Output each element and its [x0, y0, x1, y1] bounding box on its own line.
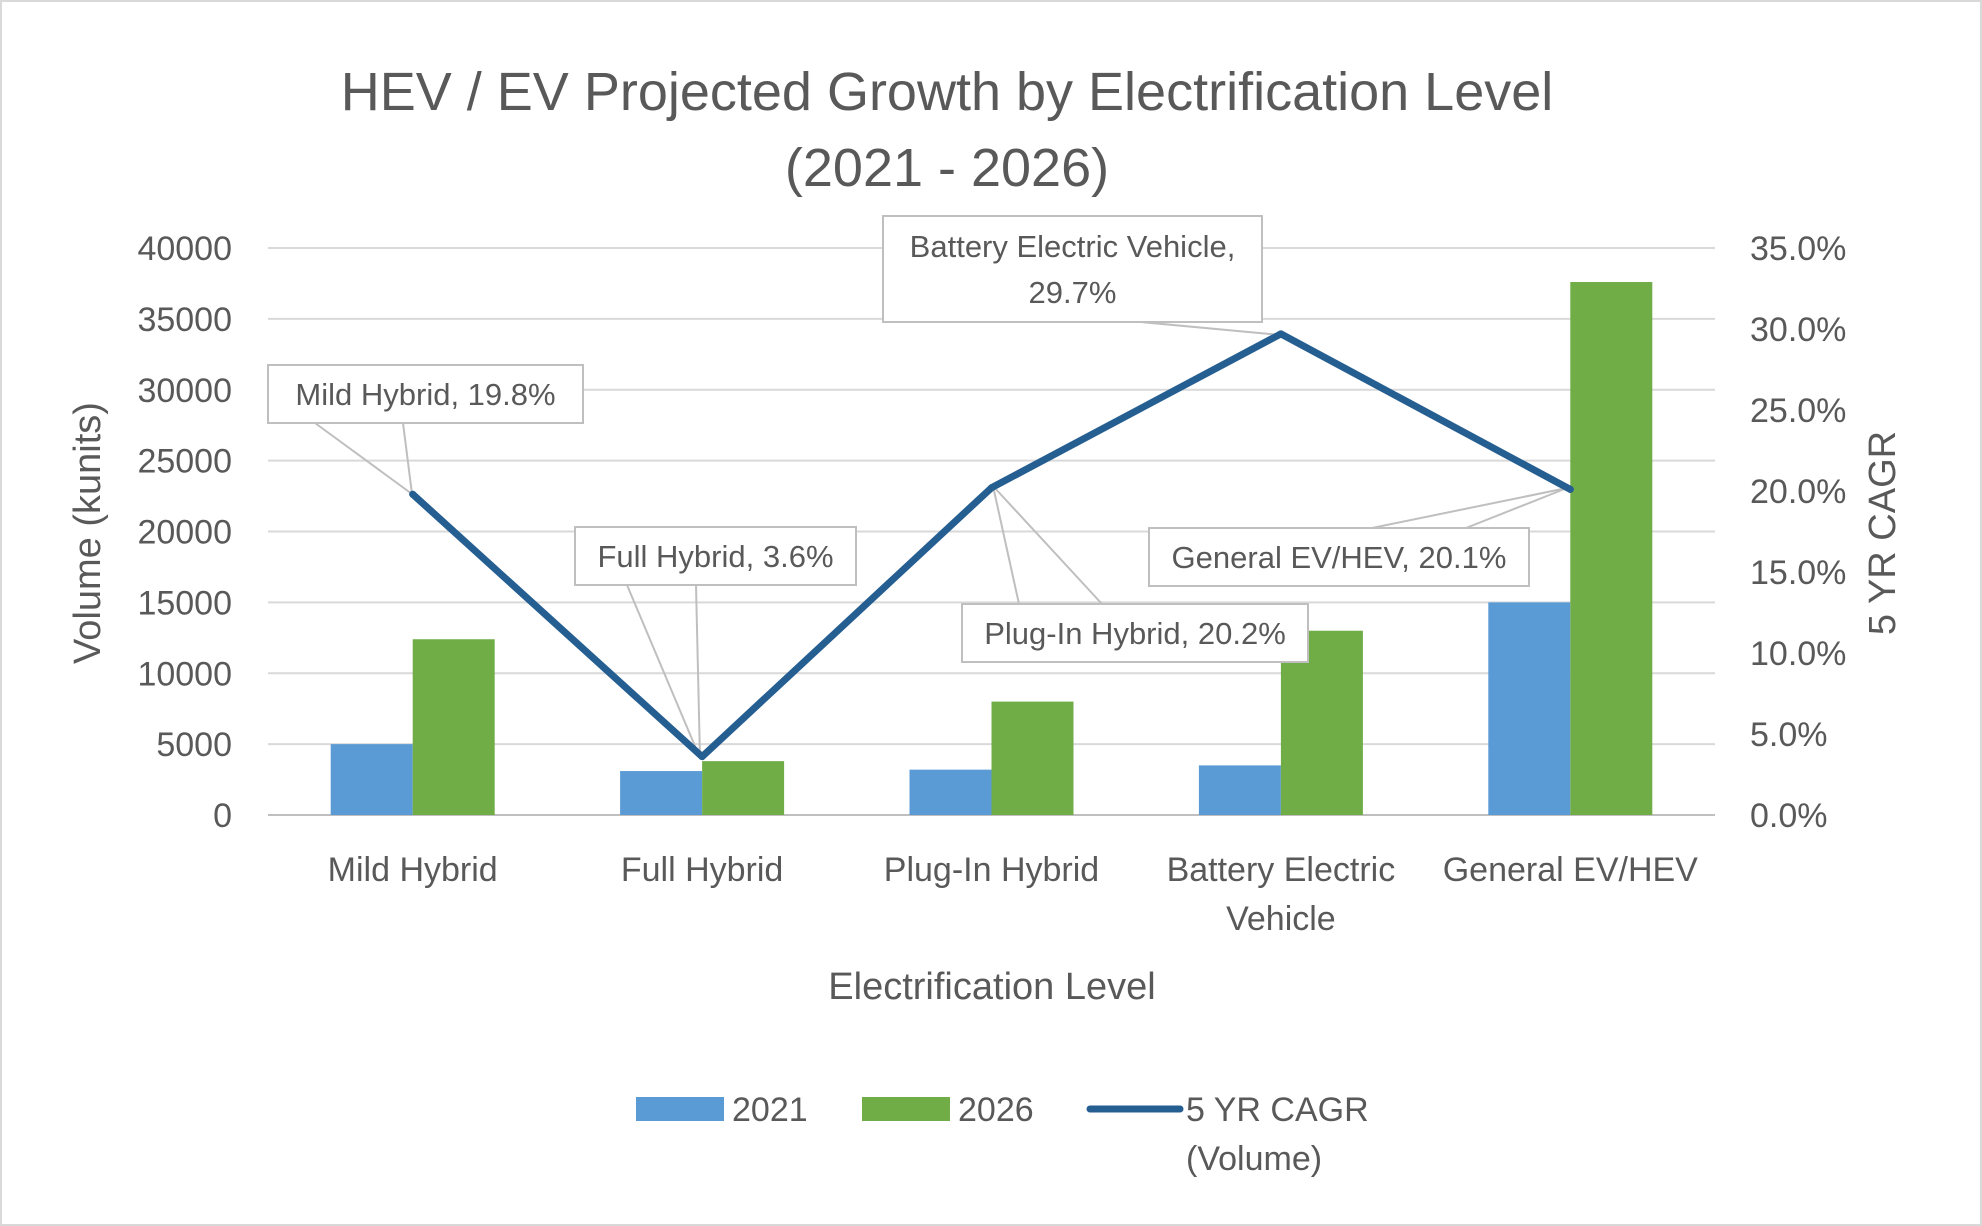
data-label: Plug-In Hybrid, 20.2% [984, 616, 1286, 651]
x-axis-title: Electrification Level [828, 966, 1155, 1008]
bar-2021 [1198, 765, 1281, 815]
y-tick-label: 25000 [137, 443, 232, 481]
y2-tick-label: 20.0% [1750, 473, 1846, 511]
x-tick-label: Mild Hybrid [328, 851, 498, 889]
callout-box [574, 526, 857, 586]
callout-leader-line [626, 584, 701, 759]
y-tick-label: 5000 [156, 726, 232, 764]
callout-leader-line [314, 422, 413, 495]
callout-leader-line [1371, 487, 1568, 529]
annotation-labels: Mild Hybrid, 19.8% Full Hybrid, 3.6% Plug-… [267, 215, 1530, 663]
cagr-line-series [409, 330, 1574, 761]
bar-2021 [330, 744, 413, 815]
data-label: General EV/HEV, 20.1% [1172, 540, 1507, 575]
data-label: Full Hybrid, 3.6% [597, 539, 833, 574]
callout-box [961, 603, 1309, 663]
bar-2021 [1488, 602, 1571, 815]
callout-leader-line [1140, 321, 1281, 336]
secondary-y-axis-ticks: 0.0% 5.0% 10.0% 15.0% 20.0% 25.0% 30.0% 35.0% [1750, 230, 1846, 835]
y-tick-label: 10000 [137, 655, 232, 693]
x-tick-label: General EV/HEV [1443, 851, 1698, 889]
y-tick-label: 35000 [137, 301, 232, 339]
legend: 2021 2026 5 YR CAGR (Volume) [636, 1091, 1369, 1178]
legend-label-2026: 2026 [958, 1091, 1034, 1129]
chart-subtitle: (2021 - 2026) [785, 138, 1109, 198]
primary-y-axis-ticks: 0 5000 10000 15000 20000 25000 30000 35000 40000 [137, 230, 232, 835]
y2-tick-label: 15.0% [1750, 554, 1846, 592]
x-axis-ticks: Mild Hybrid Full Hybrid Plug-In Hybrid Batt… [328, 851, 1698, 938]
callout-leader-line [1465, 487, 1568, 529]
data-label: Mild Hybrid, 19.8% [295, 377, 555, 412]
y2-axis-title: 5 YR CAGR [1862, 431, 1904, 635]
cagr-point [1277, 330, 1285, 338]
legend-label-2021: 2021 [732, 1091, 808, 1129]
callout-box [882, 215, 1263, 323]
callout-leader-line [992, 485, 1020, 605]
y-tick-label: 30000 [137, 372, 232, 410]
callout-box [1148, 527, 1530, 587]
bar-2026 [991, 701, 1074, 815]
y-tick-label: 20000 [137, 514, 232, 552]
data-label: Battery Electric Vehicle, [910, 229, 1236, 264]
y-axis-title: Volume (kunits) [67, 402, 109, 664]
cagr-point [409, 490, 417, 498]
chart-title: HEV / EV Projected Growth by Electrifica… [341, 62, 1554, 122]
x-tick-label: Full Hybrid [621, 851, 783, 889]
y-tick-label: 40000 [137, 230, 232, 268]
y2-tick-label: 5.0% [1750, 716, 1828, 754]
x-tick-label: Battery Electric [1167, 851, 1396, 889]
annotation-leaders [314, 321, 1568, 759]
legend-label-cagr-sub: (Volume) [1186, 1140, 1322, 1178]
bar-2021 [909, 769, 992, 815]
x-tick-label: Plug-In Hybrid [884, 851, 1099, 889]
bar-2021 [620, 771, 703, 815]
x-tick-label: Vehicle [1226, 900, 1336, 938]
callout-leader-line [992, 485, 1103, 605]
bar-series [330, 282, 1653, 815]
y2-tick-label: 0.0% [1750, 797, 1828, 835]
callout-leader-line [402, 422, 413, 495]
legend-swatch-2021 [636, 1097, 724, 1121]
cagr-point [698, 753, 706, 761]
legend-swatch-2026 [862, 1097, 950, 1121]
cagr-point [988, 484, 995, 492]
y-tick-label: 15000 [137, 584, 232, 622]
y-tick-label: 0 [213, 797, 232, 835]
legend-label-cagr: 5 YR CAGR [1186, 1091, 1369, 1129]
bar-2026 [412, 639, 495, 815]
y2-tick-label: 25.0% [1750, 392, 1846, 430]
y2-tick-label: 35.0% [1750, 230, 1846, 268]
y2-tick-label: 30.0% [1750, 311, 1846, 349]
cagr-point [1566, 485, 1574, 493]
data-label: 29.7% [1029, 275, 1117, 310]
bar-2026 [702, 761, 785, 815]
callout-box [267, 364, 584, 424]
bar-2026 [1570, 282, 1653, 815]
y2-tick-label: 10.0% [1750, 635, 1846, 673]
callout-leader-line [695, 584, 701, 759]
